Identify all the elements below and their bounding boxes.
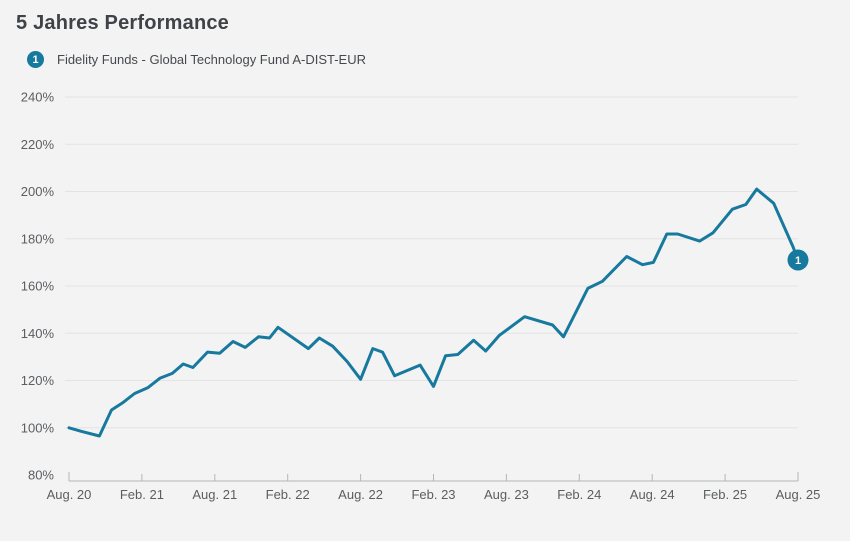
series-number-badge: 1 bbox=[27, 51, 44, 68]
y-axis-tick-label: 160% bbox=[21, 279, 55, 294]
series-end-marker[interactable] bbox=[787, 249, 809, 271]
x-axis-tick-label: Feb. 22 bbox=[266, 487, 310, 502]
x-axis-tick-label: Feb. 24 bbox=[557, 487, 601, 502]
performance-line[interactable] bbox=[67, 187, 800, 438]
y-axis-tick-label: 220% bbox=[21, 137, 55, 152]
y-axis-tick-label: 120% bbox=[21, 373, 55, 388]
x-axis-tick-label: Aug. 23 bbox=[484, 487, 529, 502]
x-axis-tick-label: Aug. 24 bbox=[630, 487, 675, 502]
x-axis-tick-label: Feb. 23 bbox=[411, 487, 455, 502]
x-axis-tick-label: Aug. 25 bbox=[776, 487, 821, 502]
y-axis-tick-label: 140% bbox=[21, 326, 55, 341]
series-label: Fidelity Funds - Global Technology Fund … bbox=[57, 52, 367, 67]
y-axis-tick-label: 240% bbox=[21, 90, 55, 105]
page-title: 5 Jahres Performance bbox=[16, 12, 230, 34]
y-axis-tick-label: 80% bbox=[28, 468, 54, 483]
y-axis-tick-label: 100% bbox=[21, 420, 55, 435]
x-axis-tick-label: Aug. 22 bbox=[338, 487, 383, 502]
chart-legend: 1 Fidelity Funds - Global Technology Fun… bbox=[27, 51, 366, 68]
x-axis-tick-label: Aug. 20 bbox=[47, 487, 92, 502]
series-end-marker-number: 1 bbox=[795, 255, 801, 267]
x-axis-tick-label: Feb. 21 bbox=[120, 487, 164, 502]
y-axis-tick-label: 180% bbox=[21, 231, 55, 246]
x-axis-tick-label: Feb. 25 bbox=[703, 487, 747, 502]
x-axis-tick-label: Aug. 21 bbox=[192, 487, 237, 502]
y-axis-tick-label: 200% bbox=[21, 184, 55, 199]
